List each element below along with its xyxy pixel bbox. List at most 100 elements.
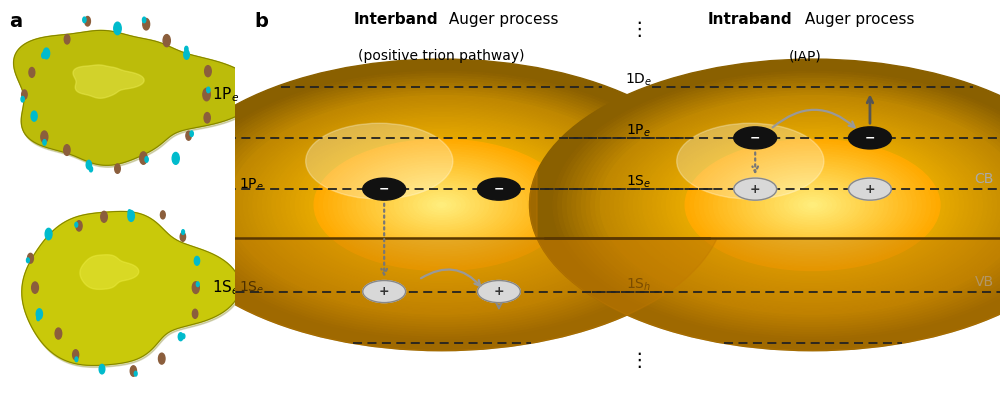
Text: VB: VB (975, 275, 994, 289)
Text: 1P$_e$: 1P$_e$ (239, 177, 264, 193)
Circle shape (142, 17, 146, 23)
Circle shape (539, 64, 1000, 346)
Circle shape (276, 120, 607, 290)
Circle shape (243, 103, 640, 307)
Text: a: a (9, 12, 23, 31)
Circle shape (723, 159, 902, 251)
Circle shape (207, 87, 210, 93)
Circle shape (190, 131, 193, 136)
Circle shape (718, 156, 907, 253)
Circle shape (629, 110, 997, 299)
Circle shape (143, 19, 150, 30)
Circle shape (399, 183, 484, 227)
Circle shape (134, 371, 137, 376)
Circle shape (309, 137, 574, 273)
Circle shape (220, 91, 663, 319)
Circle shape (548, 69, 1000, 341)
Circle shape (286, 125, 597, 285)
Circle shape (101, 211, 107, 222)
Circle shape (572, 81, 1000, 329)
Circle shape (36, 309, 42, 319)
Circle shape (229, 96, 654, 314)
Circle shape (666, 130, 959, 280)
Circle shape (671, 132, 954, 278)
Circle shape (145, 157, 148, 162)
Circle shape (192, 309, 198, 318)
Circle shape (281, 122, 602, 288)
Circle shape (185, 46, 188, 52)
Circle shape (657, 125, 968, 285)
Circle shape (357, 161, 526, 249)
Text: 1P$_e$: 1P$_e$ (212, 85, 239, 104)
Circle shape (300, 132, 583, 278)
Text: ⋮: ⋮ (629, 20, 649, 39)
Circle shape (737, 166, 888, 244)
Circle shape (728, 161, 897, 249)
Circle shape (413, 190, 470, 219)
Circle shape (437, 203, 446, 207)
Text: Auger process: Auger process (444, 12, 558, 27)
Circle shape (676, 134, 949, 275)
Circle shape (75, 222, 78, 227)
Polygon shape (530, 171, 1000, 351)
Circle shape (178, 333, 183, 341)
Circle shape (180, 232, 186, 241)
Circle shape (333, 149, 550, 261)
Text: 1P$_e$: 1P$_e$ (626, 123, 651, 139)
Circle shape (404, 186, 479, 224)
Circle shape (734, 127, 777, 149)
Circle shape (41, 131, 48, 143)
Circle shape (37, 316, 40, 321)
Circle shape (196, 282, 199, 286)
Circle shape (581, 86, 1000, 324)
Circle shape (22, 90, 27, 99)
Circle shape (205, 66, 211, 77)
Circle shape (89, 166, 93, 172)
Circle shape (600, 96, 1000, 314)
Text: Auger process: Auger process (800, 12, 914, 27)
Circle shape (291, 127, 593, 282)
Text: −: − (379, 183, 389, 195)
Circle shape (794, 195, 831, 215)
Circle shape (385, 176, 498, 234)
Circle shape (21, 97, 24, 102)
Circle shape (394, 180, 489, 229)
Circle shape (685, 139, 940, 270)
Circle shape (734, 178, 777, 200)
Circle shape (215, 88, 668, 322)
Circle shape (140, 152, 147, 164)
Circle shape (184, 50, 189, 59)
Text: 1S$_h$: 1S$_h$ (626, 276, 652, 293)
Circle shape (201, 81, 682, 329)
Circle shape (86, 160, 91, 169)
Circle shape (258, 110, 626, 299)
Circle shape (432, 200, 451, 210)
Circle shape (99, 364, 105, 374)
Circle shape (225, 93, 659, 317)
Circle shape (204, 113, 210, 123)
Polygon shape (80, 255, 139, 289)
Circle shape (295, 130, 588, 280)
Circle shape (784, 190, 841, 219)
Circle shape (160, 211, 165, 219)
Circle shape (158, 59, 725, 351)
Text: 1S$_e$: 1S$_e$ (626, 174, 652, 190)
Circle shape (314, 139, 569, 270)
Circle shape (780, 188, 846, 222)
Circle shape (647, 120, 978, 290)
Circle shape (115, 164, 120, 173)
Circle shape (234, 98, 649, 312)
Polygon shape (15, 32, 258, 167)
Polygon shape (73, 65, 144, 98)
Circle shape (192, 76, 692, 334)
Circle shape (643, 117, 982, 292)
Circle shape (638, 115, 987, 295)
Circle shape (756, 176, 869, 234)
Circle shape (765, 180, 860, 229)
Text: +: + (750, 183, 761, 195)
Circle shape (732, 164, 893, 246)
Circle shape (742, 169, 883, 241)
Circle shape (194, 256, 200, 265)
Circle shape (567, 78, 1000, 331)
Circle shape (64, 145, 70, 155)
